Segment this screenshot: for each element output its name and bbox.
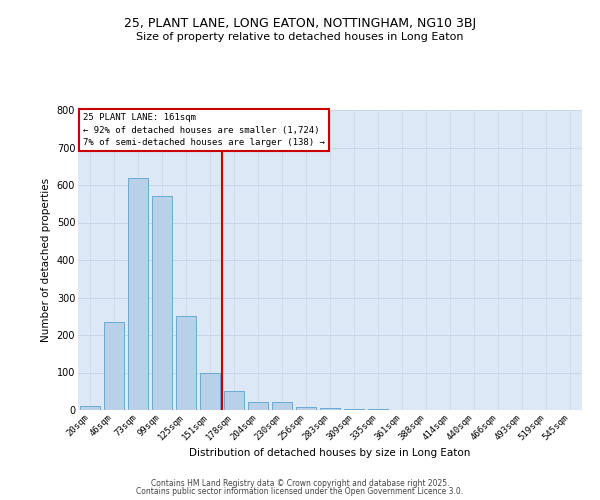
Text: Contains HM Land Registry data © Crown copyright and database right 2025.: Contains HM Land Registry data © Crown c… xyxy=(151,478,449,488)
Text: 25, PLANT LANE, LONG EATON, NOTTINGHAM, NG10 3BJ: 25, PLANT LANE, LONG EATON, NOTTINGHAM, … xyxy=(124,18,476,30)
Text: Contains public sector information licensed under the Open Government Licence 3.: Contains public sector information licen… xyxy=(136,487,464,496)
Bar xyxy=(200,372,220,410)
Bar xyxy=(272,402,292,410)
Text: 25 PLANT LANE: 161sqm
← 92% of detached houses are smaller (1,724)
7% of semi-de: 25 PLANT LANE: 161sqm ← 92% of detached … xyxy=(83,113,325,147)
X-axis label: Distribution of detached houses by size in Long Eaton: Distribution of detached houses by size … xyxy=(190,448,470,458)
Text: Size of property relative to detached houses in Long Eaton: Size of property relative to detached ho… xyxy=(136,32,464,42)
Bar xyxy=(296,407,316,410)
Bar xyxy=(152,196,172,410)
Bar xyxy=(368,409,388,410)
Bar xyxy=(320,408,340,410)
Bar xyxy=(80,406,100,410)
Bar xyxy=(224,391,244,410)
Bar xyxy=(176,316,196,410)
Bar xyxy=(128,178,148,410)
Bar xyxy=(344,409,364,410)
Bar xyxy=(248,402,268,410)
Y-axis label: Number of detached properties: Number of detached properties xyxy=(41,178,51,342)
Bar xyxy=(104,322,124,410)
